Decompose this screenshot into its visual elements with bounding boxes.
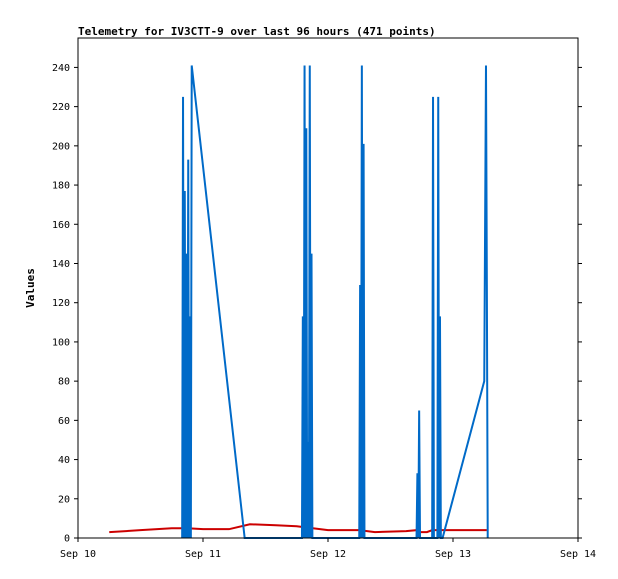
y-tick-label: 220 bbox=[52, 102, 70, 113]
x-tick-label: Sep 13 bbox=[435, 549, 471, 560]
x-tick-label: Sep 11 bbox=[185, 549, 221, 560]
y-tick-label: 100 bbox=[52, 337, 70, 348]
y-axis: 0 20 40 60 80 100 120 140 160 180 200 220 240 bbox=[52, 63, 582, 545]
y-tick-label: 200 bbox=[52, 141, 70, 152]
y-tick-label: 240 bbox=[52, 63, 70, 74]
y-tick-label: 60 bbox=[58, 416, 70, 427]
x-tick-label: Sep 12 bbox=[310, 549, 346, 560]
y-axis-label: Values bbox=[24, 268, 37, 308]
chart-title: Telemetry for IV3CTT-9 over last 96 hour… bbox=[78, 25, 436, 38]
y-tick-label: 20 bbox=[58, 494, 70, 505]
y-tick-label: 120 bbox=[52, 298, 70, 309]
x-tick-label: Sep 10 bbox=[60, 549, 96, 560]
y-tick-label: 160 bbox=[52, 220, 70, 231]
y-tick-label: 180 bbox=[52, 181, 70, 192]
x-tick-label: Sep 14 bbox=[560, 549, 596, 560]
x-axis: Sep 10 Sep 11 Sep 12 Sep 13 Sep 14 bbox=[60, 538, 596, 560]
y-tick-label: 140 bbox=[52, 259, 70, 270]
y-tick-label: 40 bbox=[58, 455, 70, 466]
y-tick-label: 80 bbox=[58, 377, 70, 388]
y-tick-label: 0 bbox=[64, 534, 70, 545]
